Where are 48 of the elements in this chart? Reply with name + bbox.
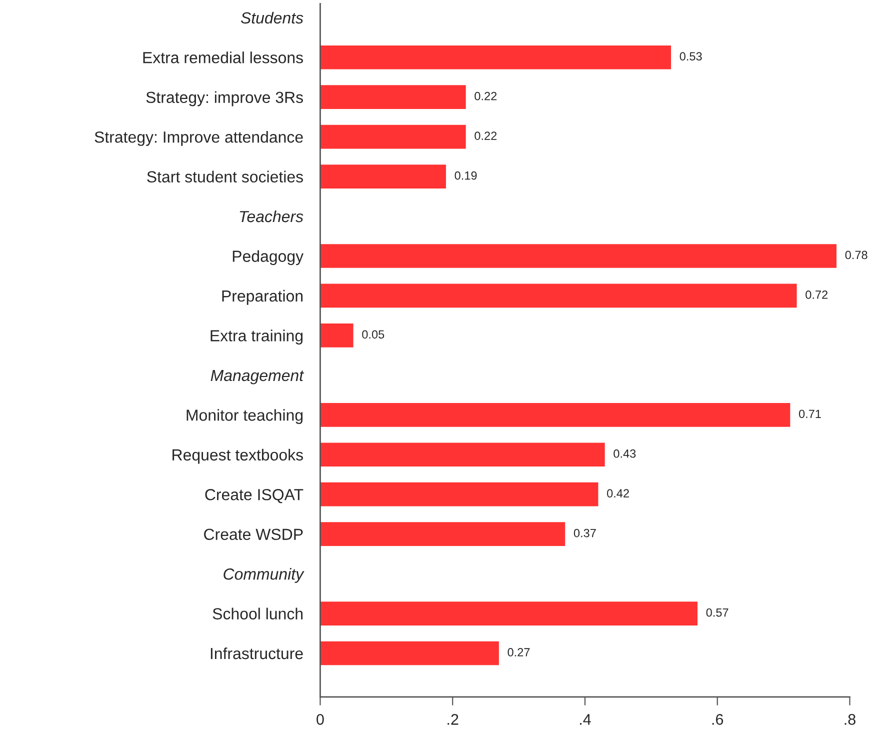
- y-tick-label: Extra training: [210, 330, 303, 345]
- y-tick-label: Infrastructure: [210, 647, 303, 660]
- data-label: 0.72: [806, 290, 828, 299]
- bar: [320, 602, 698, 626]
- data-label: 0.53: [680, 52, 702, 61]
- y-tick-label: Create ISQAT: [205, 488, 304, 504]
- data-label: 0.57: [706, 608, 728, 617]
- bar: [320, 164, 446, 188]
- data-label: 0.19: [454, 171, 477, 180]
- bar: [320, 402, 790, 427]
- y-tick-label: Pedagogy: [232, 250, 304, 266]
- y-tick-label: School lunch: [212, 608, 303, 620]
- data-label: 0.71: [798, 410, 821, 418]
- x-tick-label: .8: [844, 714, 856, 725]
- bar: [320, 324, 354, 348]
- x-tick-label: .4: [580, 714, 591, 725]
- y-tick-label: Management: [210, 370, 304, 384]
- bar: [320, 522, 566, 546]
- y-tick-label: Teachers: [240, 210, 304, 222]
- data-label: 0.37: [574, 528, 596, 538]
- bar: [320, 482, 598, 506]
- data-label: 0.22: [474, 132, 497, 140]
- y-tick-label: Preparation: [222, 290, 303, 305]
- y-tick-label: Community: [224, 568, 304, 583]
- y-tick-label: Strategy: improve 3Rs: [146, 91, 303, 106]
- bar: [320, 85, 466, 110]
- y-tick-label: Request textbooks: [172, 448, 303, 464]
- data-label: 0.78: [845, 250, 868, 260]
- bar: [320, 284, 797, 308]
- y-tick-label: Extra remedial lessons: [143, 52, 303, 64]
- data-label: 0.22: [474, 92, 497, 100]
- y-tick-label: Start student societies: [147, 170, 303, 182]
- data-label: 0.43: [614, 449, 636, 458]
- bar: [320, 442, 605, 467]
- bar: [320, 124, 466, 149]
- bar: [320, 45, 672, 70]
- bar: [320, 244, 837, 268]
- data-label: 0.27: [508, 648, 530, 656]
- x-tick-label: 0: [316, 714, 324, 725]
- data-label: 0.42: [607, 489, 629, 498]
- y-tick-label: Strategy: Improve attendance: [94, 131, 303, 146]
- data-label: 0.05: [362, 330, 384, 339]
- bar: [320, 641, 499, 666]
- y-tick-label: Students: [240, 12, 304, 24]
- x-tick-label: .2: [448, 714, 458, 725]
- y-tick-label: Create WSDP: [204, 528, 303, 540]
- x-tick-label: .6: [712, 714, 724, 725]
- y-tick-label: Monitor teaching: [186, 409, 303, 424]
